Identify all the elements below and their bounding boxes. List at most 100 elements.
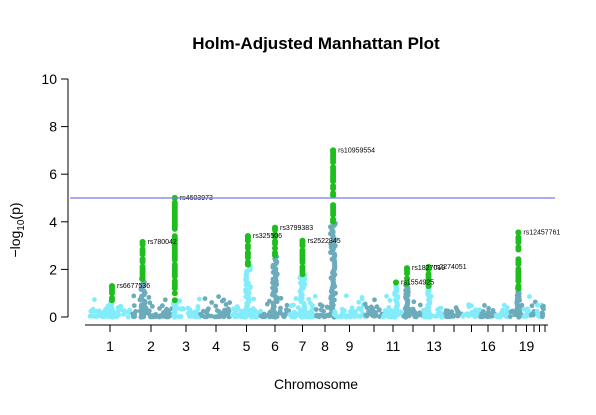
data-point [310,306,315,312]
data-point [187,307,193,313]
data-point [213,303,219,309]
data-point [251,296,256,302]
data-point [221,297,227,303]
data-point [115,305,121,310]
data-point [201,308,206,314]
data-point [486,306,491,311]
y-axis-label-tail: (p) [7,202,23,219]
data-point [347,314,353,320]
significant-point [299,264,306,270]
data-point [411,299,417,305]
significant-point [171,233,178,240]
data-point [146,295,152,300]
data-point [243,287,249,293]
chart-title: Holm-Adjusted Manhattan Plot [192,34,440,53]
data-point [529,303,535,309]
significant-point [272,245,278,252]
y-tick-label: 6 [49,166,57,182]
y-axis-label-subscript: 10 [16,219,27,231]
significant-point [299,247,306,254]
data-point [358,307,364,313]
data-point [287,312,293,317]
significant-point [330,190,337,197]
data-point [151,313,157,319]
significant-point [244,242,251,249]
significant-point [404,280,410,287]
lead-snp-point [139,239,146,245]
data-point [388,308,394,313]
data-point [223,302,229,307]
x-tick-label: 5 [243,338,251,354]
data-point [125,314,131,320]
data-point [150,304,155,309]
snp-label: rs3799383 [280,225,313,232]
data-point [164,307,170,313]
data-point [309,314,315,319]
snp-label: rs780042 [148,239,177,246]
data-point [475,310,480,316]
data-point [292,309,297,315]
data-point [96,311,102,317]
snp-label: rs10959554 [338,147,375,154]
significant-point [139,246,146,253]
data-point [131,303,137,308]
data-point [465,311,470,317]
lead-snp-point [404,265,410,272]
data-point [501,302,507,308]
x-tick-label: 7 [299,338,307,354]
data-point [482,303,487,308]
data-point [90,307,96,313]
significant-point [272,231,278,238]
data-point [254,314,260,320]
data-point [421,314,427,320]
data-point [530,311,536,317]
x-tick-label: 6 [271,338,279,354]
x-tick-label: 16 [480,338,496,354]
data-point [161,310,166,315]
data-point [122,311,128,316]
data-point [181,306,187,312]
data-point [436,306,442,312]
significant-point [109,295,115,301]
data-point [205,307,211,313]
data-point [540,304,545,310]
data-point [387,298,393,303]
significant-point [171,199,178,206]
data-point [534,308,540,314]
significant-points [109,147,522,304]
data-point [539,314,545,320]
data-point [384,293,389,299]
x-tick-label: 19 [519,338,535,354]
data-point [313,307,319,312]
snp-label: rs2274051 [434,264,467,271]
data-point [270,300,276,306]
data-point [238,308,244,314]
data-point [450,314,456,319]
snp-labels: rs6677536rs780042rs4603973rs325506rs3799… [117,147,560,290]
data-point [335,314,340,319]
significant-point [171,290,178,297]
y-axis-label: −log10(p) [7,202,27,257]
data-point [523,313,529,319]
snp-label: rs6677536 [117,283,150,290]
significant-point [171,278,178,285]
data-point [368,308,374,314]
data-point [344,293,349,299]
data-point [495,312,501,318]
data-point [231,306,236,312]
data-point [385,314,391,319]
data-point [443,308,449,313]
data-point [376,307,382,313]
y-axis-label-main: −log [7,231,23,258]
data-point [212,314,218,320]
data-point [209,300,215,305]
data-point [131,293,137,299]
data-point [314,313,320,319]
data-point [455,309,461,315]
data-point [204,314,210,320]
data-point [372,297,377,303]
data-point [278,305,283,311]
data-point [356,299,362,305]
significant-point [515,266,522,272]
data-point [280,312,285,317]
